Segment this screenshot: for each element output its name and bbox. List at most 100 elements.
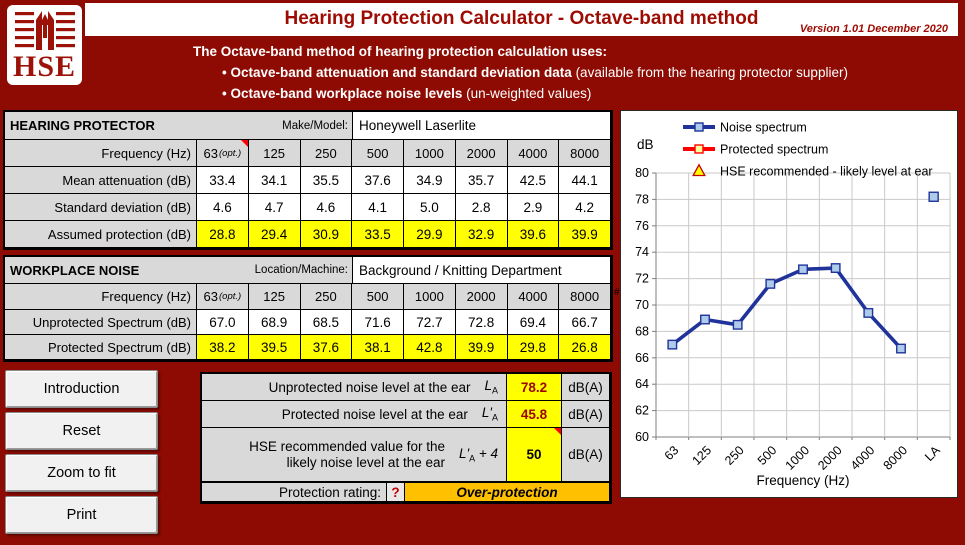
protected-spectrum-cell: 37.6 — [300, 335, 353, 360]
y-axis-tick-label: 62 — [635, 404, 649, 418]
x-axis-tick-label: 500 — [755, 443, 780, 468]
mean-attenuation-cell[interactable]: 35.5 — [300, 167, 353, 194]
protection-rating-row: Protection rating: ? Over-protection — [200, 481, 612, 504]
method-description: The Octave-band method of hearing protec… — [193, 41, 961, 104]
assumed-protection-cell: 29.4 — [248, 221, 301, 248]
unprotected-spectrum-cell[interactable]: 68.5 — [300, 310, 353, 335]
make-model-input[interactable]: Honeywell Laserlite — [353, 112, 611, 140]
x-axis-tick-label: LA — [922, 443, 943, 464]
mean-attenuation-cell[interactable]: 44.1 — [559, 167, 611, 194]
protected-spectrum-cell: 26.8 — [559, 335, 611, 360]
standard-deviation-cell[interactable]: 4.6 — [300, 194, 353, 221]
frequency-cell: 125 — [248, 140, 301, 167]
location-machine-label: Location/Machine: — [254, 264, 348, 276]
location-machine-input[interactable]: Background / Knitting Department — [353, 257, 611, 284]
la-data-point — [928, 191, 939, 202]
assumed-protection-cell: 33.5 — [352, 221, 404, 248]
frequency-cell: 250 — [300, 284, 353, 310]
la-symbol: LA — [484, 378, 498, 396]
frequency-cell-63: 63 (opt.) — [197, 140, 249, 167]
standard-deviation-cell[interactable]: 4.6 — [197, 194, 249, 221]
standard-deviation-cell[interactable]: 4.2 — [559, 194, 611, 221]
y-axis-tick-label: 66 — [635, 351, 649, 365]
introduction-button[interactable]: Introduction — [5, 370, 158, 408]
protected-spectrum-cell: 39.5 — [248, 335, 301, 360]
cell-overflow-marker: # — [614, 287, 620, 298]
assumed-protection-cell: 32.9 — [455, 221, 508, 248]
frequency-cell: 8000 — [559, 140, 611, 167]
la-prime-symbol: L'A — [481, 405, 498, 423]
frequency-cell: 8000 — [559, 284, 611, 310]
assumed-protection-cell: 30.9 — [300, 221, 353, 248]
unprotected-spectrum-cell[interactable]: 71.6 — [352, 310, 404, 335]
description-bullet-2: • Octave-band workplace noise levels (un… — [222, 86, 592, 101]
help-button[interactable]: ? — [387, 483, 405, 502]
protected-level-label: Protected noise level at the ear L'A — [202, 401, 507, 428]
standard-deviation-cell[interactable]: 2.9 — [507, 194, 560, 221]
mean-attenuation-cell[interactable]: 37.6 — [352, 167, 404, 194]
spectrum-chart-svg: 60 62 64 66 68 70 72 74 76 78 80 63 125 250 500 1000 200… — [635, 121, 951, 488]
protection-rating-label: Protection rating: — [202, 483, 387, 502]
standard-deviation-cell[interactable]: 4.1 — [352, 194, 404, 221]
frequency-cell-63: 63 (opt.) — [197, 284, 249, 310]
unprotected-spectrum-cell[interactable]: 68.9 — [248, 310, 301, 335]
mean-attenuation-cell[interactable]: 33.4 — [197, 167, 249, 194]
hse-recommended-unit: dB(A) — [562, 428, 610, 482]
mean-attenuation-cell[interactable]: 34.9 — [404, 167, 456, 194]
reset-button[interactable]: Reset — [5, 412, 158, 450]
frequency-cell: 250 — [300, 140, 353, 167]
comment-marker — [240, 140, 248, 147]
hse-emblem-icon — [14, 11, 75, 50]
page-title: Hearing Protection Calculator - Octave-b… — [284, 8, 759, 29]
protected-level-unit: dB(A) — [562, 401, 610, 428]
hse-recommended-label: HSE recommended value for the likely nois… — [202, 428, 507, 482]
unprotected-spectrum-cell[interactable]: 72.7 — [404, 310, 456, 335]
protected-spectrum-cell: 38.2 — [197, 335, 249, 360]
comment-marker — [554, 428, 561, 435]
mean-attenuation-label: Mean attenuation (dB) — [5, 167, 197, 194]
y-axis-tick-label: 68 — [635, 324, 649, 338]
frequency-cell: 2000 — [455, 140, 508, 167]
protected-spectrum-cell: 38.1 — [352, 335, 404, 360]
zoom-to-fit-button[interactable]: Zoom to fit — [5, 454, 158, 492]
standard-deviation-cell[interactable]: 4.7 — [248, 194, 301, 221]
assumed-protection-cell: 39.6 — [507, 221, 560, 248]
mean-attenuation-cell[interactable]: 34.1 — [248, 167, 301, 194]
protector-section-title: HEARING PROTECTOR — [10, 118, 155, 133]
y-axis-tick-label: 60 — [635, 430, 649, 444]
workplace-section-header: WORKPLACE NOISE Location/Machine: — [5, 257, 353, 284]
version-label: Version 1.01 December 2020 — [799, 23, 948, 35]
unprotected-spectrum-cell[interactable]: 72.8 — [455, 310, 508, 335]
title-band: Hearing Protection Calculator - Octave-b… — [85, 3, 958, 36]
hearing-protector-table: HEARING PROTECTOR Make/Model: Honeywell … — [3, 110, 613, 250]
assumed-protection-cell: 39.9 — [559, 221, 611, 248]
y-axis-title: dB — [637, 137, 654, 152]
legend-label: Noise spectrum — [720, 121, 807, 135]
y-axis-tick-label: 64 — [635, 377, 649, 391]
y-axis-tick-label: 70 — [635, 298, 649, 312]
workplace-section-title: WORKPLACE NOISE — [10, 262, 140, 278]
assumed-protection-cell: 28.8 — [197, 221, 249, 248]
protector-section-header: HEARING PROTECTOR Make/Model: — [5, 112, 353, 140]
unprotected-level-label: Unprotected noise level at the ear LA — [202, 374, 507, 401]
unprotected-spectrum-label: Unprotected Spectrum (dB) — [5, 310, 197, 335]
workplace-noise-table: WORKPLACE NOISE Location/Machine: Backgr… — [3, 255, 613, 362]
unprotected-spectrum-cell[interactable]: 69.4 — [507, 310, 560, 335]
mean-attenuation-cell[interactable]: 35.7 — [455, 167, 508, 194]
frequency-cell: 1000 — [404, 284, 456, 310]
unprotected-spectrum-cell[interactable]: 67.0 — [197, 310, 249, 335]
standard-deviation-cell[interactable]: 5.0 — [404, 194, 456, 221]
frequency-cell: 4000 — [507, 140, 560, 167]
print-button[interactable]: Print — [5, 496, 158, 534]
unprotected-spectrum-cell[interactable]: 66.7 — [559, 310, 611, 335]
x-axis-tick-label: 8000 — [881, 443, 911, 473]
frequency-cell: 4000 — [507, 284, 560, 310]
y-axis-tick-label: 72 — [635, 272, 649, 286]
hse-logo-text: HSE — [12, 50, 77, 83]
standard-deviation-cell[interactable]: 2.8 — [455, 194, 508, 221]
x-axis-tick-label: 4000 — [848, 443, 878, 473]
standard-deviation-label: Standard deviation (dB) — [5, 194, 197, 221]
y-axis-tick-label: 80 — [635, 166, 649, 180]
protected-spectrum-cell: 42.8 — [404, 335, 456, 360]
mean-attenuation-cell[interactable]: 42.5 — [507, 167, 560, 194]
